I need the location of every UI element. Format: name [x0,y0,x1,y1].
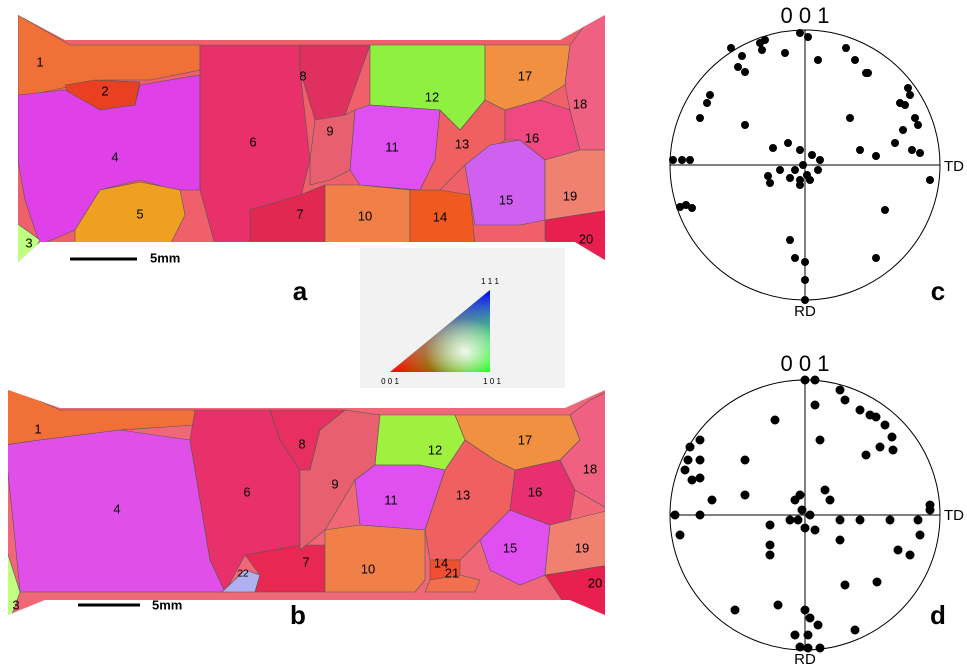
label: 11 [384,492,398,507]
label: RD [794,303,816,320]
label: 7 [302,554,309,569]
label: 13 [456,487,470,502]
label: 17 [518,432,532,447]
label: 19 [575,540,589,555]
label: 9 [326,123,333,138]
pole-points [673,33,930,300]
label: 0 0 1 [781,351,830,376]
label: 13 [455,136,469,151]
label: 1 [36,54,43,69]
label: 10 [361,561,375,576]
label: 8 [298,436,305,451]
pole-figure-d [670,380,940,650]
label: 6 [249,134,256,149]
grain [325,525,425,592]
label: 1 0 1 [483,377,501,386]
label: 10 [358,208,372,223]
label: 11 [385,139,399,154]
label: 1 [34,421,41,436]
label: 12 [428,442,442,457]
label: 14 [433,209,447,224]
label: b [290,600,306,630]
label: 8 [299,68,306,83]
label: 5mm [152,597,182,612]
label: 12 [425,89,439,104]
label: 15 [503,540,517,555]
label: 5 [136,206,143,221]
label: 18 [583,461,597,476]
label: 3 [25,235,32,250]
label: TD [944,158,964,175]
label: d [930,600,946,630]
label: RD [794,651,816,668]
label: 15 [499,192,513,207]
label: 16 [525,130,539,145]
page: {"panel_a":{"label":"a","grain_labels":[… [0,0,967,668]
label: 19 [563,188,577,203]
label: 3 [12,597,19,612]
label: a [293,276,308,306]
label: 18 [573,96,587,111]
grain-map-b [5,385,610,620]
label: 9 [331,476,338,491]
pole-figure-c [670,30,940,300]
label: 0 0 1 [381,377,399,386]
figure: 1 2 3 4 5 6 7 8 9 10 11 12 13 14 15 16 1… [0,0,967,668]
grain-map-a [15,10,610,270]
label: 22 [237,569,249,580]
grain [545,150,610,220]
label: 21 [445,565,459,580]
label: 6 [243,484,250,499]
label: c [931,276,945,306]
label: 1 1 1 [481,277,499,286]
label: 2 [101,83,108,98]
label: 4 [113,501,120,516]
label: 4 [111,149,118,164]
pole-points [675,380,930,648]
label: 0 0 1 [781,3,830,28]
label: 20 [579,231,593,246]
label: 5mm [150,250,180,265]
label: 7 [296,206,303,221]
label: 17 [518,68,532,83]
label: TD [944,507,964,524]
label: 20 [588,575,602,590]
label: 16 [528,484,542,499]
